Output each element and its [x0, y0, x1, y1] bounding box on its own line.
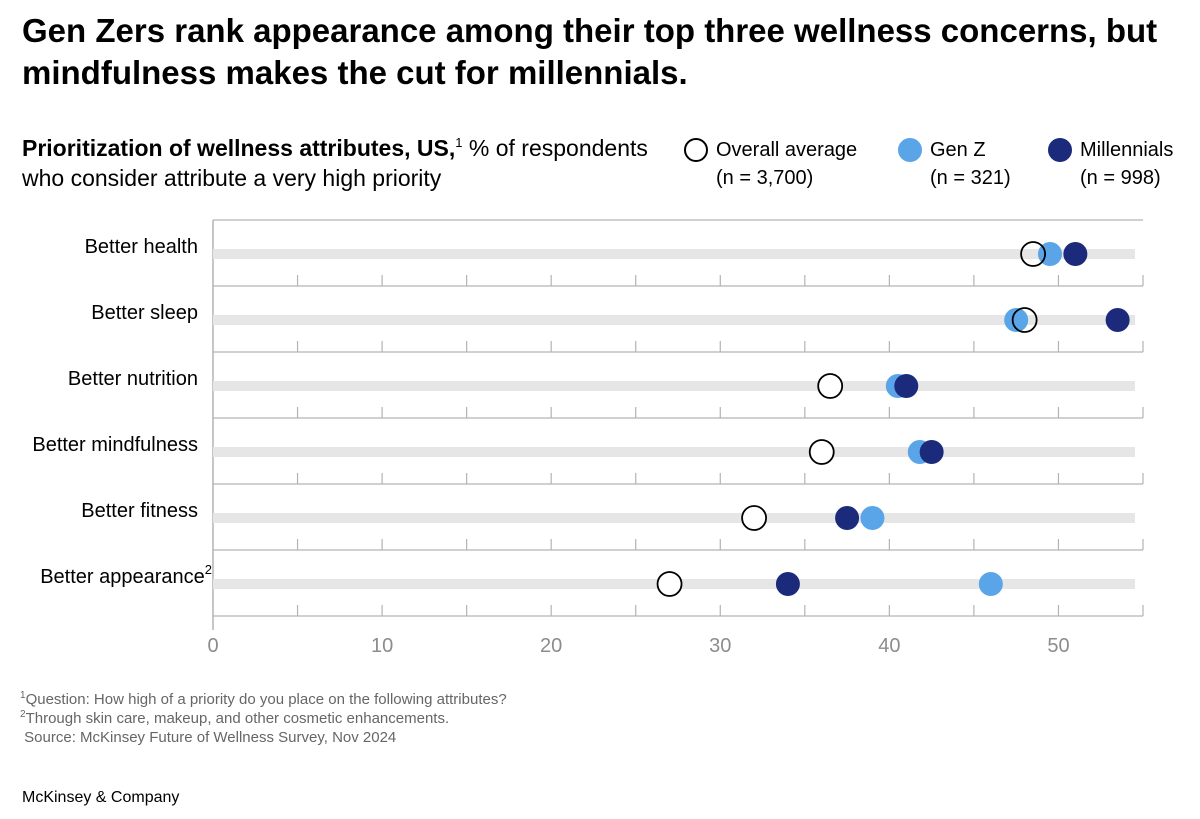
gen-z-point [1004, 308, 1029, 332]
legend-n: (n = 998) [1080, 167, 1161, 189]
source-note: Source: McKinsey Future of Wellness Surv… [24, 729, 397, 746]
category-label: Better mindfulness [32, 434, 198, 456]
subtitle-footnote-ref: 1 [455, 135, 463, 150]
gen-z-point [860, 506, 885, 530]
millennials-point [919, 440, 944, 464]
legend-text-millennials: Millennials (n = 998) [1080, 136, 1173, 192]
overall-average-point [1020, 241, 1046, 267]
millennials-point [1105, 308, 1130, 332]
legend-name: Gen Z [930, 139, 986, 161]
brand-logo-text: McKinsey & Company [22, 789, 180, 806]
legend-n: (n = 321) [930, 167, 1011, 189]
legend-text-genz: Gen Z (n = 321) [930, 136, 1011, 192]
chart-headline: Gen Zers rank appearance among their top… [22, 12, 1158, 91]
x-tick-label: 10 [371, 635, 393, 657]
overall-average-point [817, 373, 844, 399]
overall-average-point [808, 439, 835, 465]
footnotes: 1Question: How high of a priority do you… [20, 690, 507, 747]
legend-marker-millennials [1048, 138, 1072, 162]
legend-text-overall: Overall average (n = 3,700) [716, 136, 857, 192]
category-label: Better sleep [91, 302, 198, 324]
row-track [213, 249, 1135, 259]
millennials-point [835, 506, 860, 530]
legend-name: Overall average [716, 139, 858, 161]
category-footnote-ref: 2 [205, 562, 212, 577]
legend-marker-genz [898, 138, 922, 162]
x-tick-label: 20 [540, 635, 562, 657]
dot-plot-chart: 0 10 20 30 40 50 Better health Better sleep Bett… [32, 219, 1144, 657]
subtitle-bold: Prioritization of wellness attributes, U… [22, 135, 456, 161]
row-track [213, 447, 1135, 457]
chart-subtitle: Prioritization of wellness attributes, U… [22, 133, 672, 193]
row-track [213, 381, 1135, 391]
subtitle-rest: % of respondents who consider attribute … [22, 135, 648, 191]
row-track [213, 315, 1135, 325]
footnote-2: 2Through skin care, makeup, and other co… [20, 709, 450, 728]
legend-name: Millennials [1080, 139, 1174, 161]
x-tick-label: 40 [878, 635, 900, 657]
category-label: Better nutrition [68, 368, 198, 390]
legend-marker-overall [684, 138, 708, 162]
gen-z-point [978, 572, 1003, 596]
x-tick-label: 0 [207, 635, 218, 657]
category-label: Better fitness [81, 500, 198, 522]
millennials-point [775, 572, 800, 596]
overall-average-point [741, 505, 767, 531]
x-tick-label: 50 [1047, 635, 1069, 657]
millennials-point [894, 374, 919, 398]
category-label: Better appearance2 [40, 562, 212, 588]
overall-average-point [1011, 307, 1038, 333]
overall-average-point [656, 571, 683, 597]
category-label: Better health [85, 236, 198, 258]
row-track [213, 513, 1135, 523]
footnote-1: 1Question: How high of a priority do you… [20, 690, 507, 709]
x-tick-label: 30 [709, 635, 731, 657]
legend-n: (n = 3,700) [716, 167, 814, 189]
millennials-point [1063, 242, 1088, 266]
